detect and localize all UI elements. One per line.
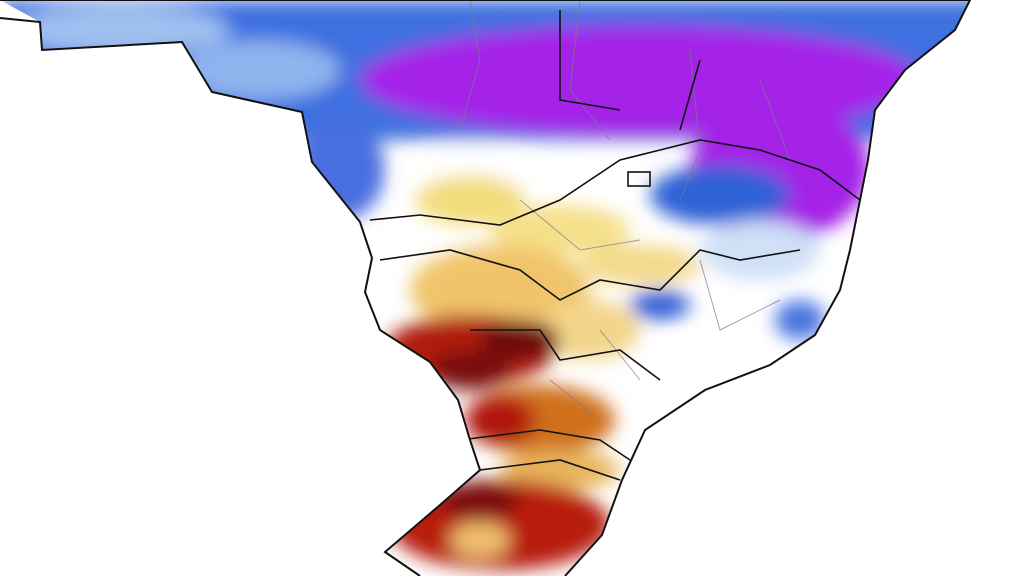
dark-red-zone (440, 482, 520, 518)
municipal-borders (459, 0, 791, 421)
orange-zone (500, 450, 620, 490)
blue-zone (775, 300, 825, 340)
yellow-zone (415, 175, 525, 225)
yellow-zone (580, 245, 700, 285)
orange-zone (410, 245, 590, 335)
white-zone (640, 340, 760, 380)
dark-red-zone (430, 350, 510, 390)
country-border (0, 0, 972, 576)
yellow-zone (540, 300, 640, 360)
orange-zone (450, 522, 510, 558)
blue-zone (295, 120, 385, 220)
light-blue-zone (10, 5, 230, 55)
blue-zone (650, 165, 790, 225)
yellow-zone (490, 205, 630, 255)
blue-zone (630, 290, 690, 320)
light-blue-zone (700, 220, 820, 280)
light-blue-zone (180, 40, 340, 100)
state-borders (369, 10, 861, 481)
